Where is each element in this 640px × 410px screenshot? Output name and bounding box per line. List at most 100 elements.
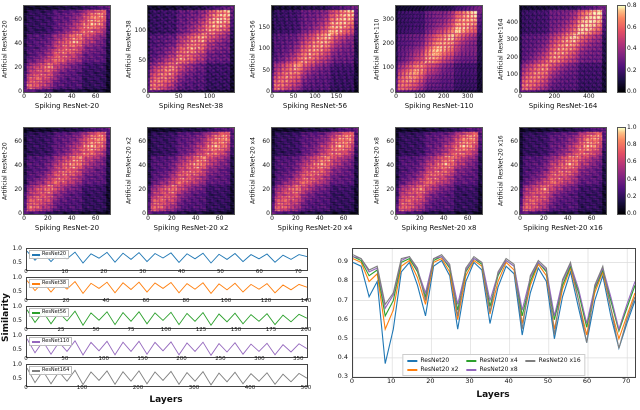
tick-label: 0.5: [12, 346, 22, 354]
tick-label: 20: [262, 186, 270, 194]
tick-label: 0.9: [337, 257, 348, 266]
panel-legend-label: ResNet38: [42, 280, 67, 286]
panel-xticks: 0 25 50 75 100 125 150 175 200: [24, 327, 311, 334]
heatmap-xticks: 0 20 40 60: [22, 216, 110, 223]
panel-legend-label: ResNet20: [42, 251, 67, 257]
tick-label: 60: [14, 138, 22, 146]
legend-item-resnet20-x16: ResNet20 x16: [525, 356, 581, 365]
tick-label: 50: [92, 327, 100, 333]
tick-label: 0: [24, 298, 28, 304]
tick-label: 0: [518, 215, 522, 222]
tick-label: 1.0: [12, 332, 22, 340]
legend-label: ResNet20 x4: [479, 357, 518, 364]
heatmap-canvas: [519, 127, 607, 215]
colorbar-ticks: 0.0 0.2 0.4 0.6 0.8 1.0: [627, 125, 640, 217]
heatmap-panel-resnet20-x8: Artificial ResNet-20 x8 0 20 40 60 0 20 40 60 …: [372, 124, 494, 244]
tick-label: 70: [622, 377, 631, 385]
tick-label: 80: [182, 298, 190, 304]
panel-xticks: 0 10 20 30 40 50 60 70: [24, 269, 306, 276]
tick-label: 40: [262, 162, 270, 170]
heatmap-xticks: 0 50 100: [146, 93, 234, 101]
tick-label: 140: [300, 298, 312, 304]
tick-label: 40: [138, 162, 146, 170]
tick-label: 0.8: [627, 2, 637, 9]
tick-label: 30: [465, 377, 474, 385]
tick-label: 30: [139, 269, 147, 275]
legend: ResNet20 ResNet20 x2 ResNet20 x4 ResNet2…: [402, 354, 586, 376]
tick-label: 100: [414, 93, 426, 100]
tick-label: 200: [438, 93, 450, 100]
heatmap-xlabel: Spiking ResNet-20: [34, 102, 100, 110]
heatmap-canvas: [147, 127, 235, 215]
tick-label: 0.4: [627, 175, 637, 183]
tick-label: 40: [14, 40, 22, 48]
tick-label: 1.0: [12, 274, 22, 282]
tick-label: 10: [387, 377, 396, 385]
colorbar-gradient: [617, 5, 626, 93]
tick-label: 50: [543, 377, 552, 385]
heatmap-panel-resnet20: Artificial ResNet-20 0 20 40 60 0 20 40 60 Spi…: [0, 2, 122, 122]
tick-label: 60: [463, 215, 472, 222]
legend-item-resnet20-x2: ResNet20 x2: [407, 365, 459, 374]
tick-label: 40: [178, 269, 186, 275]
legend-label: ResNet20 x16: [538, 357, 581, 364]
tick-label: 200: [300, 327, 312, 333]
tick-label: 20: [44, 93, 52, 100]
tick-label: 0: [266, 210, 270, 217]
tick-label: 0.5: [12, 317, 22, 325]
tick-label: 400: [244, 385, 256, 391]
tick-label: 60: [582, 377, 592, 385]
tick-label: 20: [510, 186, 518, 194]
heatmap-canvas: [23, 5, 111, 93]
panel-yticks: 0.5 1.0: [6, 304, 24, 327]
tick-label: 50: [174, 93, 183, 100]
legend-swatch: [407, 359, 418, 362]
heatmap-canvas: [395, 5, 483, 93]
comparison-xticks: 0 10 20 30 40 50 60 70: [350, 377, 634, 386]
tick-label: 0: [24, 327, 28, 333]
tick-label: 300: [506, 36, 518, 44]
heatmap-ylabel: Artificial ResNet-20: [1, 142, 9, 200]
heatmap-panel-resnet164: Artificial ResNet-164 0 100 200 300 400 0 200…: [496, 2, 618, 122]
tick-label: 0.0: [627, 88, 637, 95]
tick-label: 0.8: [627, 141, 637, 149]
panel-legend: ResNet164: [29, 366, 73, 375]
heatmap-ylabel: Artificial ResNet-20 x4: [249, 137, 257, 205]
tick-label: 100: [309, 93, 321, 100]
tick-label: 75: [127, 327, 135, 333]
tick-label: 50: [138, 57, 146, 65]
tick-label: 0: [146, 93, 150, 100]
heatmap-ylabel: Artificial ResNet-20 x2: [125, 137, 133, 205]
heatmap-yticks: 0 20 40 60: [10, 128, 23, 217]
tick-label: 0.6: [627, 158, 637, 166]
heatmap-ylabel: Artificial ResNet-20 x8: [373, 137, 381, 205]
line-chart-resnet164: [27, 367, 307, 386]
tick-label: 0: [18, 88, 22, 95]
comparison-line-chart: [352, 249, 636, 378]
tick-label: 20: [540, 215, 548, 222]
heatmap-canvas: [271, 5, 359, 93]
legend-item-resnet20-x4: ResNet20 x4: [466, 356, 518, 365]
tick-label: 120: [260, 298, 272, 304]
tick-label: 0: [390, 88, 394, 95]
tick-label: 20: [292, 215, 300, 222]
heatmap-xticks: 0 20 40 60: [270, 215, 358, 223]
comparison-yticks: 0.3 0.4 0.5 0.6 0.7 0.8 0.9: [330, 248, 350, 379]
tick-label: 0.4: [627, 45, 637, 52]
tick-label: 20: [168, 215, 176, 222]
tick-label: 0: [18, 210, 22, 217]
tick-label: 0.2: [627, 66, 637, 74]
tick-label: 40: [504, 377, 513, 385]
legend-label: ResNet20 x2: [420, 366, 459, 373]
tick-label: 25: [57, 327, 65, 333]
tick-label: 0: [24, 385, 28, 391]
tick-label: 0.5: [12, 375, 22, 383]
tick-label: 0: [394, 215, 398, 222]
layers-axis-label-left: Layers: [149, 395, 183, 405]
tick-label: 0.2: [627, 192, 637, 200]
heatmap-yticks: 0 50 100: [134, 6, 147, 94]
legend-item-resnet20: ResNet20: [407, 356, 458, 365]
tick-label: 40: [14, 162, 22, 170]
heatmap-xlabel: Spiking ResNet-164: [528, 102, 598, 110]
